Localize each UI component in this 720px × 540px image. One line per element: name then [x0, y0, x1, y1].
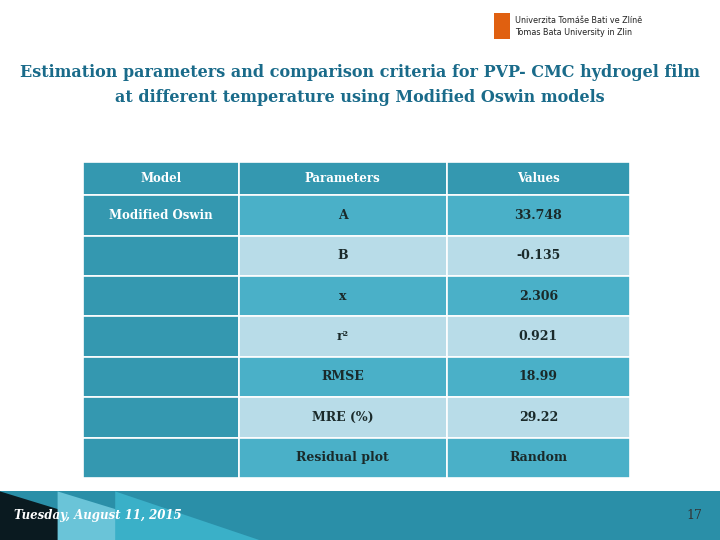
Bar: [239, 195, 446, 235]
Text: r²: r²: [337, 330, 348, 343]
Bar: [83, 235, 239, 276]
Text: Model: Model: [140, 172, 181, 185]
Bar: [446, 397, 630, 437]
Bar: [83, 437, 239, 478]
Bar: [446, 195, 630, 235]
Bar: [239, 357, 446, 397]
Text: Residual plot: Residual plot: [297, 451, 389, 464]
Text: RMSE: RMSE: [321, 370, 364, 383]
Bar: [239, 235, 446, 276]
Text: 17: 17: [686, 509, 702, 522]
Text: Estimation parameters and comparison criteria for PVP- CMC hydrogel film: Estimation parameters and comparison cri…: [20, 64, 700, 82]
Bar: [83, 195, 239, 235]
Text: Modified Oswin: Modified Oswin: [109, 209, 212, 222]
Bar: [239, 162, 446, 195]
Text: 0.921: 0.921: [518, 330, 558, 343]
Text: 33.748: 33.748: [515, 209, 562, 222]
Bar: [0, 491, 720, 540]
Text: B: B: [338, 249, 348, 262]
Bar: [239, 437, 446, 478]
Text: 18.99: 18.99: [519, 370, 558, 383]
Polygon shape: [115, 491, 259, 540]
Bar: [83, 276, 239, 316]
Bar: [446, 437, 630, 478]
Text: -0.135: -0.135: [516, 249, 560, 262]
Bar: [83, 357, 239, 397]
Text: Tuesday, August 11, 2015: Tuesday, August 11, 2015: [14, 509, 182, 522]
Text: Tomas Bata University in Zlin: Tomas Bata University in Zlin: [515, 28, 632, 37]
Text: 29.22: 29.22: [518, 411, 558, 424]
Text: MRE (%): MRE (%): [312, 411, 374, 424]
Text: Values: Values: [517, 172, 559, 185]
Polygon shape: [0, 491, 158, 540]
Bar: [83, 316, 239, 357]
Bar: [446, 276, 630, 316]
Text: 2.306: 2.306: [519, 289, 558, 302]
Bar: [446, 235, 630, 276]
Text: Random: Random: [509, 451, 567, 464]
Bar: [83, 162, 239, 195]
Text: Parameters: Parameters: [305, 172, 381, 185]
Bar: [83, 397, 239, 437]
Text: Univerzita Tomáše Bati ve Zlíně: Univerzita Tomáše Bati ve Zlíně: [515, 16, 642, 25]
Text: x: x: [339, 289, 346, 302]
Bar: [239, 276, 446, 316]
Bar: [239, 316, 446, 357]
Polygon shape: [58, 491, 216, 540]
Bar: [446, 316, 630, 357]
Bar: [239, 397, 446, 437]
Bar: [446, 162, 630, 195]
Text: at different temperature using Modified Oswin models: at different temperature using Modified …: [115, 89, 605, 106]
Bar: [494, 13, 510, 39]
Bar: [446, 357, 630, 397]
Text: A: A: [338, 209, 348, 222]
